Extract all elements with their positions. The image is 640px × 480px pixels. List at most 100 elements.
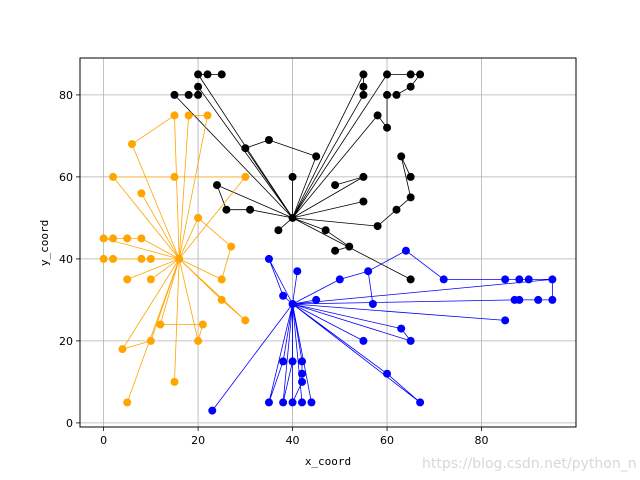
data-point-series-3 [298,377,307,386]
data-point-series-3 [364,267,373,276]
data-point-series-1 [184,90,193,99]
data-point-series-1 [246,205,255,214]
data-point-series-1 [373,111,382,120]
data-point-series-3 [279,398,288,407]
data-point-series-3 [501,275,510,284]
data-point-series-2 [194,213,203,222]
data-point-series-1 [312,152,321,161]
route-line-series-2 [131,115,180,260]
data-point-series-3 [534,295,543,304]
data-point-series-1 [203,70,212,79]
data-point-series-2 [137,189,146,198]
data-point-series-2 [146,275,155,284]
data-point-series-2 [137,254,146,263]
data-point-series-2 [203,111,212,120]
data-point-series-1 [194,90,203,99]
data-point-series-3 [548,295,557,304]
data-point-series-1 [397,152,406,161]
data-point-series-1 [383,90,392,99]
data-point-series-1 [383,123,392,132]
route-line-series-3 [268,303,293,403]
route-line-series-1 [292,201,364,219]
data-point-series-1 [359,197,368,206]
axis-ticks: 0 20 40 60 80 0 20 40 60 80 [59,89,489,447]
route-line-series-2 [122,258,180,350]
data-point-series-1 [331,246,340,255]
data-point-series-2 [123,275,132,284]
data-point-series-3 [383,369,392,378]
data-point-series-1 [359,90,368,99]
data-point-series-1 [406,70,415,79]
data-point-series-2 [118,345,127,354]
data-point-series-3 [312,295,321,304]
data-point-series-2 [156,320,165,329]
data-point-series-3 [298,369,307,378]
data-point-series-2 [170,172,179,181]
data-point-series-1 [359,172,368,181]
data-point-series-3 [406,336,415,345]
y-axis-label: y_coord [38,220,51,266]
data-point-series-2 [137,234,146,243]
x-tick-label: 40 [286,434,300,447]
route-line-series-3 [292,303,412,342]
data-point-series-1 [392,90,401,99]
data-point-series-3 [439,275,448,284]
watermark: https://blog.csdn.net/python_n [422,456,637,472]
data-point-series-3 [515,275,524,284]
x-tick-label: 20 [191,434,205,447]
data-point-series-3 [288,357,297,366]
data-point-series-2 [194,336,203,345]
data-point-series-3 [397,324,406,333]
data-point-series-1 [331,181,340,190]
x-tick-label: 0 [100,434,107,447]
route-line-series-3 [268,258,293,305]
data-point-series-1 [241,144,250,153]
x-axis-label: x_coord [305,455,351,468]
data-point-series-3 [264,254,273,263]
data-point-series-2 [170,111,179,120]
data-point-series-1 [217,70,226,79]
data-point-series-3 [279,291,288,300]
center-point-series-1 [288,213,297,222]
data-point-series-3 [501,316,510,325]
data-point-series-3 [298,398,307,407]
data-point-series-1 [264,136,273,144]
y-tick-label: 0 [66,417,73,430]
data-point-series-2 [109,254,118,263]
data-point-series-3 [288,398,297,407]
x-tick-label: 60 [380,434,394,447]
route-line-series-1 [292,217,350,252]
data-point-series-1 [212,181,221,190]
data-point-series-3 [307,398,316,407]
center-point-series-3 [288,300,297,308]
y-tick-label: 60 [59,171,73,184]
data-point-series-2 [127,140,136,149]
data-point-series-2 [146,254,155,263]
plot-frame [79,57,577,428]
data-point-series-1 [406,193,415,202]
data-point-series-1 [288,172,297,181]
data-point-series-2 [217,275,226,284]
y-tick-label: 80 [59,89,73,102]
data-point-series-2 [99,234,108,243]
route-line-series-2 [103,237,180,260]
data-point-series-2 [109,172,118,181]
data-point-series-2 [123,398,132,407]
data-point-series-1 [383,70,392,79]
data-point-series-3 [335,275,344,284]
data-point-series-1 [274,226,283,235]
data-point-series-2 [109,234,118,243]
data-point-series-1 [359,82,368,91]
data-point-series-2 [241,316,250,325]
x-tick-label: 80 [475,434,489,447]
route-line-series-3 [292,303,506,321]
data-point-series-2 [198,320,207,329]
data-point-series-3 [524,275,533,284]
data-point-series-1 [194,82,203,91]
route-line-series-1 [292,74,421,219]
data-point-series-1 [321,226,330,235]
y-tick-label: 40 [59,253,73,266]
data-point-series-3 [548,275,557,284]
